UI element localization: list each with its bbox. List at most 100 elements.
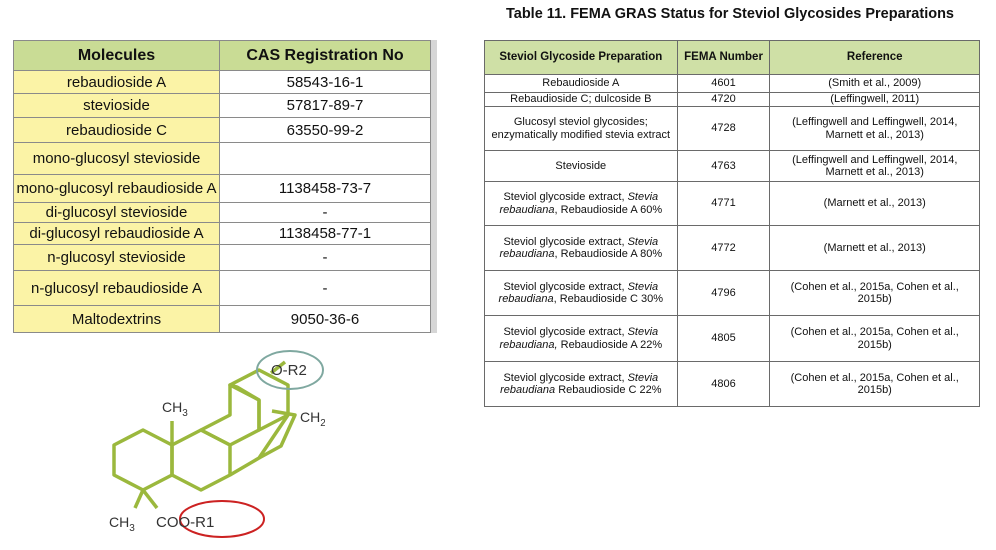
fema-number-cell: 4805 <box>676 315 771 362</box>
table-row: stevioside 57817-89-7 <box>13 93 431 118</box>
ch3-top-sub: 3 <box>182 408 188 419</box>
ch3-bottom-label: CH3 <box>109 514 135 534</box>
cas-number: 1138458-73-7 <box>219 174 431 203</box>
cas-number: - <box>219 202 431 223</box>
or2-label: O-R2 <box>271 362 307 379</box>
ch3-top-label: CH3 <box>162 399 188 419</box>
cas-number: 57817-89-7 <box>219 93 431 118</box>
table-row: n-glucosyl rebaudioside A - <box>13 270 431 306</box>
fema-number-cell: 4796 <box>676 270 771 316</box>
fema-number-cell: 4601 <box>676 74 771 93</box>
species-name: Stevia rebaudiana <box>500 371 659 397</box>
prep-text: , Rebaudioside A 80% <box>554 248 663 260</box>
table-row: Glucosyl steviol glycosides; enzymatical… <box>484 106 980 151</box>
header-cas: CAS Registration No <box>219 40 431 71</box>
table-row: n-glucosyl stevioside - <box>13 244 431 271</box>
reference-cell: (Marnett et al., 2013) <box>769 225 980 271</box>
reference-cell: (Cohen et al., 2015a, Cohen et al., 2015… <box>769 315 980 362</box>
header-molecules: Molecules <box>13 40 220 71</box>
ring-a <box>112 428 174 492</box>
reference-cell: (Cohen et al., 2015a, Cohen et al., 2015… <box>769 361 980 407</box>
table-row: di-glucosyl rebaudioside A 1138458-77-1 <box>13 222 431 245</box>
species-name: Stevia rebaudiana <box>499 191 659 216</box>
table-row: Rebaudioside C; dulcoside B 4720 (Leffin… <box>484 92 980 107</box>
coor1-label: COO-R1 <box>156 514 214 531</box>
molecule-name: stevioside <box>13 93 220 118</box>
table-row: mono-glucosyl rebaudioside A 1138458-73-… <box>13 174 431 203</box>
table-row: Steviol glycoside extract, Stevia rebaud… <box>484 361 980 407</box>
reference-cell: (Smith et al., 2009) <box>769 74 980 93</box>
prep-text: Steviol glycoside extract, <box>503 191 625 203</box>
ch2-label: CH2 <box>300 409 325 429</box>
preparation-cell: Steviol glycoside extract, Stevia rebaud… <box>484 225 678 271</box>
prep-text: Rebaudioside C 22% <box>558 384 662 396</box>
molecule-name: Maltodextrins <box>13 305 220 333</box>
preparation-cell: Steviol glycoside extract, Stevia rebaud… <box>484 315 678 362</box>
preparation-cell: Stevioside <box>484 150 678 182</box>
prep-text: Steviol glycoside extract, <box>503 235 625 248</box>
ch3-top-text: CH <box>162 399 182 415</box>
header-reference: Reference <box>769 40 980 75</box>
fema-number-cell: 4763 <box>676 150 771 182</box>
table-row: rebaudioside C 63550-99-2 <box>13 117 431 143</box>
table-row: Steviol glycoside extract, Stevia rebaud… <box>484 225 980 271</box>
header-preparation: Steviol Glycoside Preparation <box>484 40 678 75</box>
prep-text: , Rebaudioside C 30% <box>553 293 664 305</box>
reference-cell: (Leffingwell and Leffingwell, 2014, Marn… <box>769 106 980 151</box>
molecule-name: mono-glucosyl stevioside <box>13 142 220 175</box>
table-shadow <box>431 40 437 333</box>
coor1-highlight-ellipse <box>179 500 265 538</box>
cas-number <box>219 142 431 175</box>
ch3-bottom-sub: 3 <box>129 523 135 534</box>
molecules-table-container: Molecules CAS Registration No rebaudiosi… <box>13 40 437 333</box>
coo-bond <box>141 488 159 510</box>
molecule-name: mono-glucosyl rebaudioside A <box>13 174 220 203</box>
fema-number-cell: 4772 <box>676 225 771 271</box>
preparation-cell: Steviol glycoside extract, Stevia rebaud… <box>484 361 678 407</box>
table-title: Table 11. FEMA GRAS Status for Steviol G… <box>505 6 954 22</box>
table-row: Rebaudioside A 4601 (Smith et al., 2009) <box>484 74 980 93</box>
prep-text: Steviol glycoside extract, <box>503 326 625 338</box>
preparation-cell: Steviol glycoside extract, Stevia rebaud… <box>484 181 678 226</box>
preparation-cell: Rebaudioside A <box>484 74 678 93</box>
table-header-row: Steviol Glycoside Preparation FEMA Numbe… <box>484 40 980 75</box>
species-name: Stevia rebaudiana <box>499 235 659 261</box>
molecule-name: n-glucosyl rebaudioside A <box>13 270 220 306</box>
ch2-sub: 2 <box>320 418 325 429</box>
preparation-cell: Steviol glycoside extract, Stevia rebaud… <box>484 270 678 316</box>
fema-number-cell: 4806 <box>676 361 771 407</box>
preparation-cell: Rebaudioside C; dulcoside B <box>484 92 678 107</box>
fema-number-cell: 4720 <box>676 92 771 107</box>
reference-cell: (Marnett et al., 2013) <box>769 181 980 226</box>
cas-number: - <box>219 244 431 271</box>
header-fema-number: FEMA Number <box>676 40 771 75</box>
species-name: Stevia rebaudiana, <box>499 326 659 351</box>
prep-text: Steviol glycoside extract, <box>503 280 625 293</box>
table-row: rebaudioside A 58543-16-1 <box>13 70 431 94</box>
molecules-table: Molecules CAS Registration No rebaudiosi… <box>13 40 431 333</box>
molecule-name: rebaudioside C <box>13 117 220 143</box>
reference-cell: (Leffingwell and Leffingwell, 2014, Marn… <box>769 150 980 182</box>
or2-highlight-ellipse <box>256 350 324 390</box>
ring-d <box>228 368 290 432</box>
table-row: Steviol glycoside extract, Stevia rebaud… <box>484 181 980 226</box>
prep-text: Rebaudioside A 22% <box>560 338 663 351</box>
molecule-name: n-glucosyl stevioside <box>13 244 220 271</box>
bridge-ch2 <box>258 409 297 460</box>
fema-number-cell: 4771 <box>676 181 771 226</box>
molecule-name: di-glucosyl stevioside <box>13 202 220 223</box>
fema-table: Steviol Glycoside Preparation FEMA Numbe… <box>484 40 980 407</box>
reference-cell: (Leffingwell, 2011) <box>769 92 980 107</box>
ch3-bottom-text: CH <box>109 514 129 530</box>
table-row: mono-glucosyl stevioside <box>13 142 431 175</box>
table-row: Steviol glycoside extract, Stevia rebaud… <box>484 270 980 316</box>
cas-number: 1138458-77-1 <box>219 222 431 245</box>
table-row: Maltodextrins 9050-36-6 <box>13 305 431 333</box>
molecule-name: rebaudioside A <box>13 70 220 94</box>
preparation-cell: Glucosyl steviol glycosides; enzymatical… <box>484 106 678 151</box>
steviol-structure-diagram: O-R2 CH3 CH2 CH3 COO-R1 <box>109 350 325 538</box>
ch3-bottom-bond <box>133 489 145 509</box>
cas-number: 58543-16-1 <box>219 70 431 94</box>
table-row: di-glucosyl stevioside - <box>13 202 431 223</box>
cas-number: 9050-36-6 <box>219 305 431 333</box>
